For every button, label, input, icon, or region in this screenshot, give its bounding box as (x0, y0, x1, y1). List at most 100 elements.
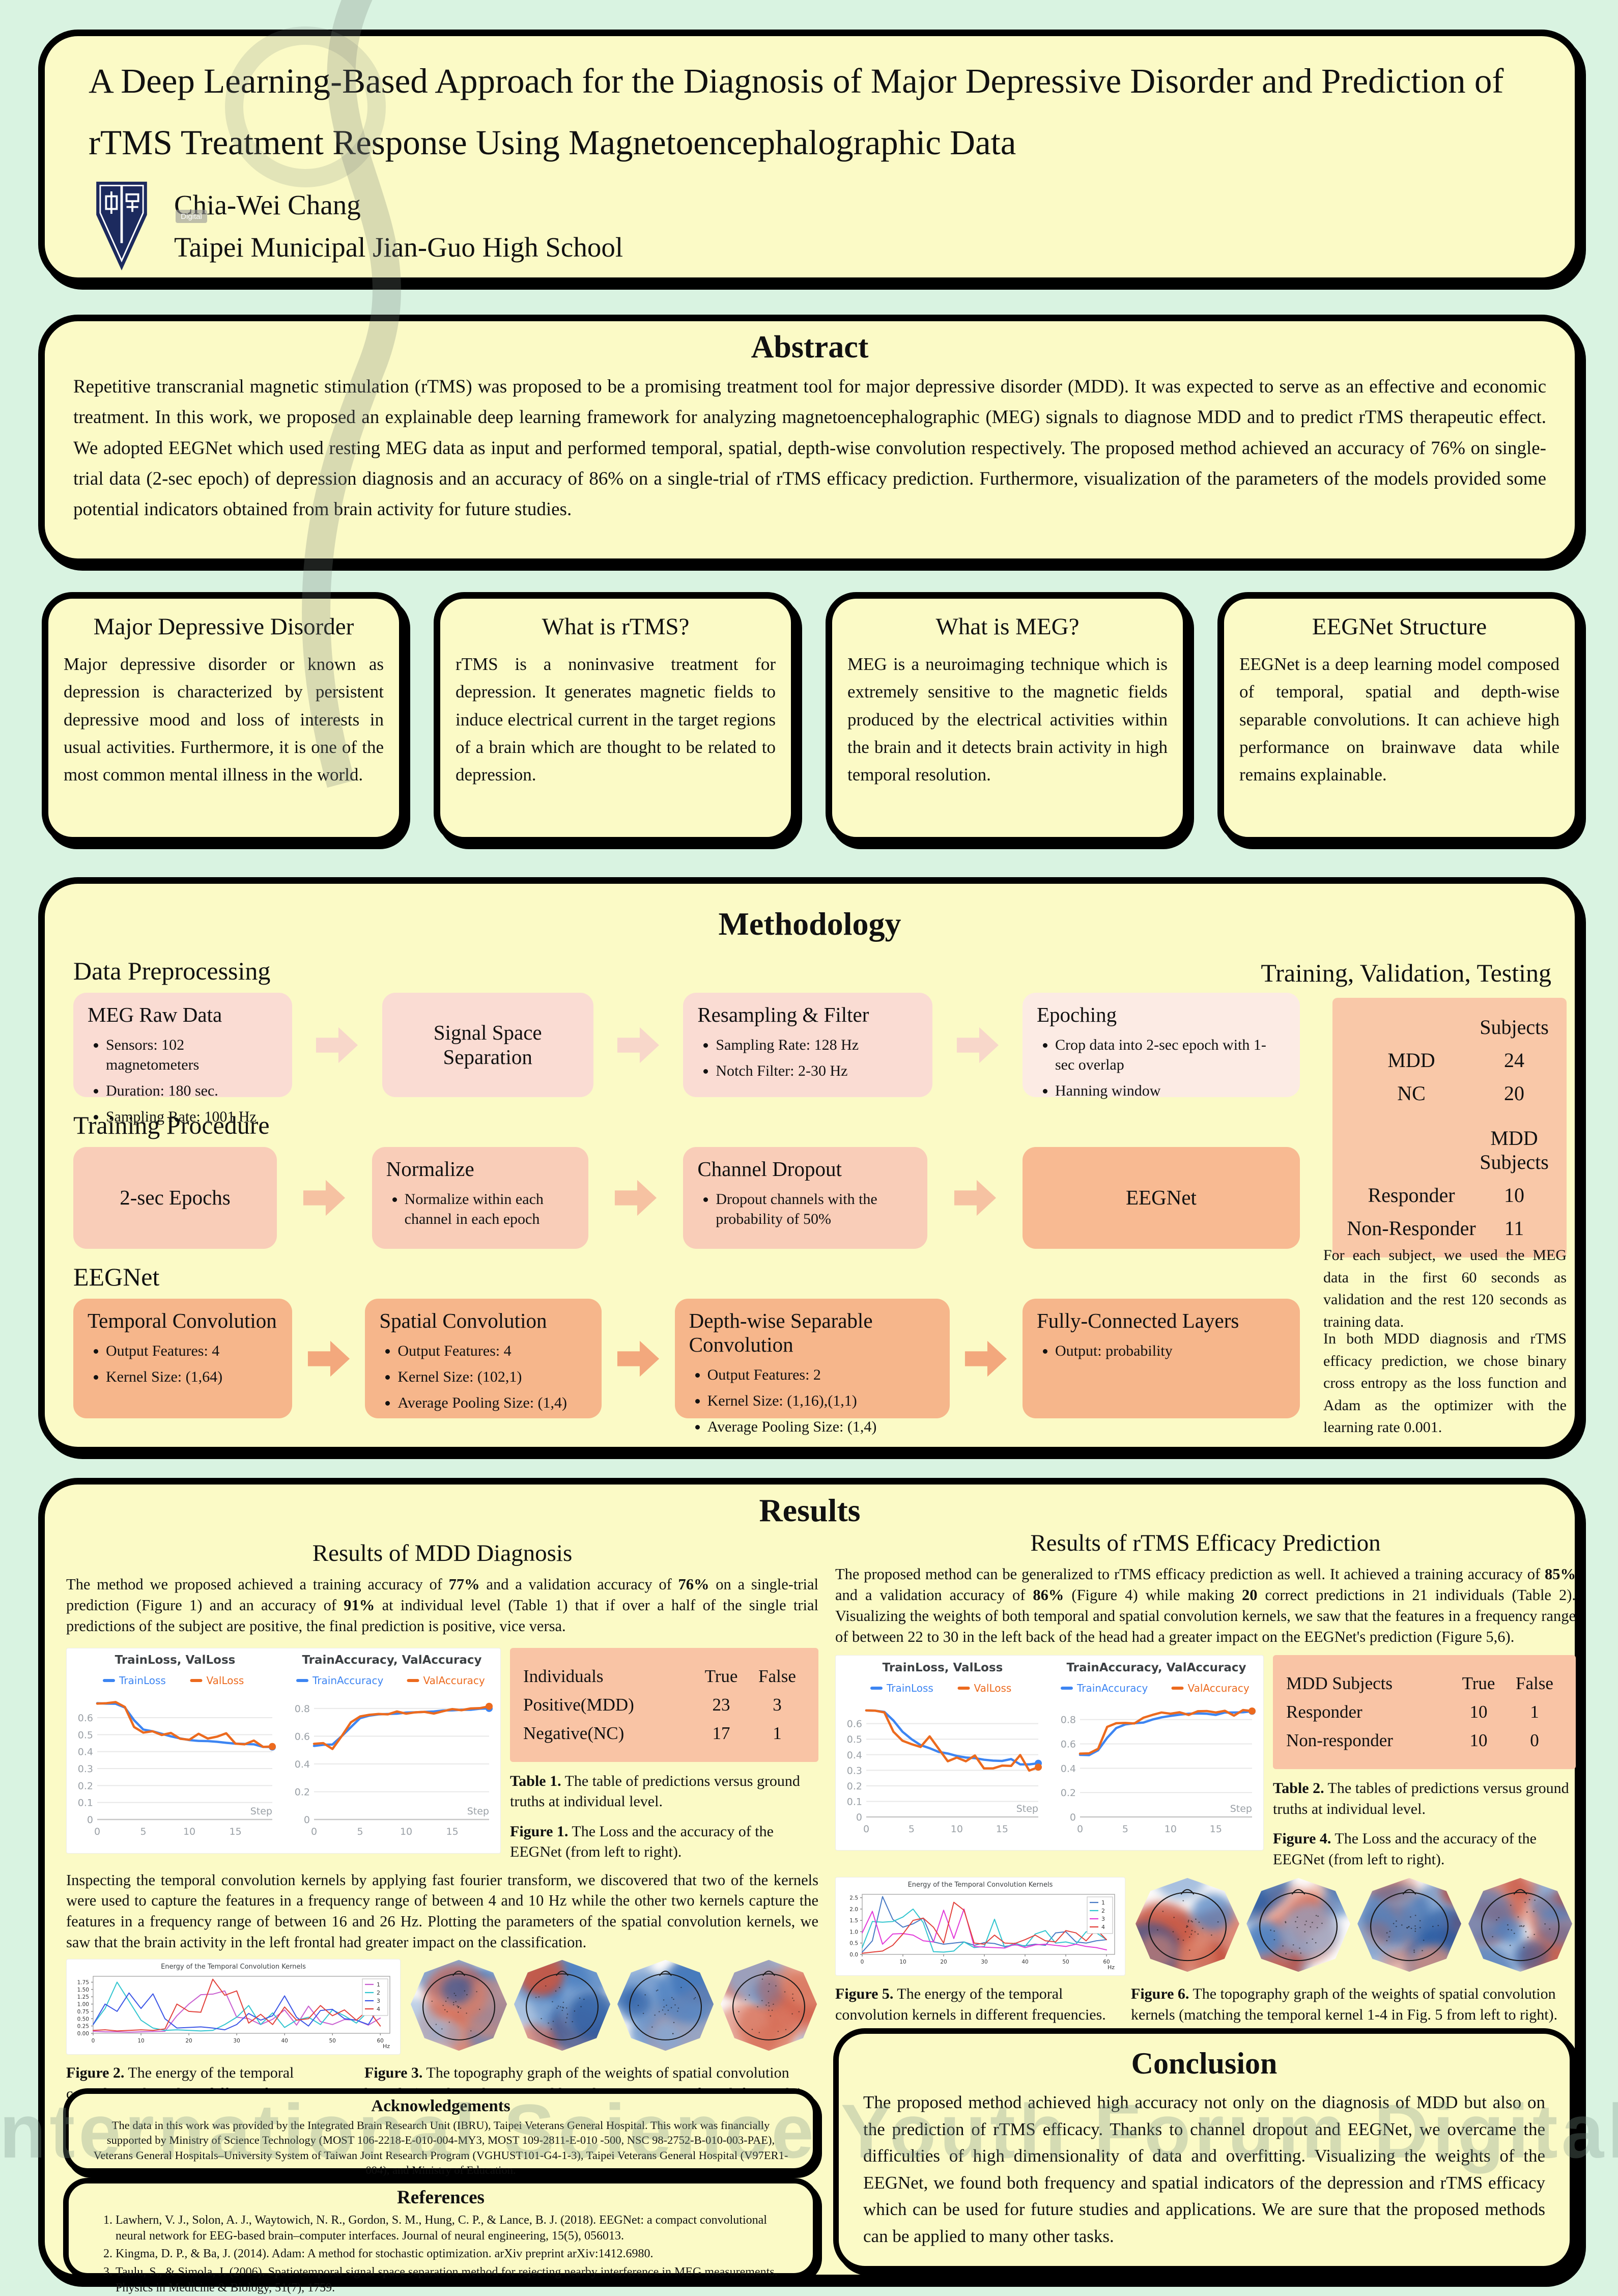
chart-trainaccuracy-valaccuracy: TrainAccuracy, ValAccuracy 0 0.2 0.4 0.6 0.8 0… (283, 1650, 500, 1851)
svg-text:0.6: 0.6 (847, 1719, 862, 1730)
table-row: Non-Responder 11 (1347, 1216, 1552, 1240)
cell: 23 (712, 1694, 730, 1715)
table-row: Non-responder 10 0 (1286, 1730, 1563, 1751)
bullet: Output Features: 2 (707, 1365, 935, 1385)
flow-arrow-icon (614, 1180, 657, 1216)
cell: True (1462, 1673, 1495, 1694)
info-box-body: MEG is a neuroimaging technique which is… (847, 654, 1168, 785)
svg-text:Hz: Hz (383, 2043, 390, 2050)
table-row: NC 20 (1347, 1081, 1552, 1105)
cell: 24 (1504, 1049, 1524, 1072)
flow-box-channel-dropout: Channel Dropout Dropout channels with th… (683, 1147, 928, 1249)
flow-box-title: Normalize (386, 1157, 474, 1181)
table1-column: Individuals True False Positive(MDD) 23 … (510, 1647, 818, 1863)
svg-text:2: 2 (1101, 1908, 1105, 1914)
cell: 10 (1469, 1702, 1488, 1722)
cell: Individuals (523, 1666, 604, 1686)
flow-box-title: Depth-wise Separable Convolution (689, 1309, 873, 1357)
svg-text:5: 5 (140, 1826, 146, 1837)
svg-text:0: 0 (1070, 1812, 1076, 1823)
conclusion-panel: Conclusion The proposed method achieved … (833, 2028, 1575, 2272)
svg-text:2: 2 (377, 1990, 380, 1996)
results-panel: Results Results of MDD Diagnosis The met… (38, 1478, 1581, 2294)
svg-text:10: 10 (183, 1826, 195, 1837)
bullet: Kernel Size: (1,16),(1,1) (707, 1391, 935, 1411)
svg-text:0: 0 (856, 1812, 862, 1823)
bullet: Output Features: 4 (106, 1341, 278, 1361)
cell: 10 (1504, 1184, 1524, 1207)
bullet: Normalize within each channel in each ep… (405, 1189, 574, 1229)
table-row: MDD 24 (1347, 1048, 1552, 1072)
info-box-rtms: What is rTMS? rTMS is a noninvasive trea… (434, 592, 798, 844)
cell: NC (1397, 1082, 1426, 1105)
topomap (1467, 1877, 1573, 1973)
flow-box-title: EEGNet (1126, 1186, 1197, 1210)
acknowledgements-panel: Acknowledgements The data in this work w… (63, 2088, 818, 2176)
svg-text:0: 0 (94, 1826, 100, 1837)
svg-text:0.75: 0.75 (77, 2008, 89, 2014)
svg-text:15: 15 (1210, 1824, 1222, 1835)
flow-arrow-icon (954, 1180, 996, 1216)
info-box-meg: What is MEG? MEG is a neuroimaging techn… (826, 592, 1189, 844)
cell: Responder (1286, 1702, 1362, 1722)
cell: 0 (1530, 1730, 1539, 1751)
caption-figure-1: Figure 1. The Loss and the accuracy of t… (510, 1823, 774, 1861)
svg-text:ValLoss: ValLoss (207, 1674, 244, 1687)
references-heading: References (397, 2187, 485, 2208)
flow-arrow-icon (617, 1027, 660, 1063)
svg-text:0.1: 0.1 (847, 1796, 862, 1807)
svg-text:0.4: 0.4 (78, 1747, 93, 1758)
info-box-title: EEGNet Structure (1312, 613, 1487, 640)
svg-text:60: 60 (377, 2038, 384, 2044)
svg-text:0: 0 (1077, 1824, 1083, 1835)
flow-box-fully-connected-layers: Fully-Connected Layers Output: probabili… (1022, 1299, 1300, 1418)
flow-arrow-icon (316, 1027, 358, 1063)
flow-box-epoching: Epoching Crop data into 2-sec epoch with… (1022, 993, 1300, 1099)
abstract-heading: Abstract (751, 330, 869, 365)
training-flow: 2-sec Epochs Normalize Normalize within … (73, 1147, 1300, 1249)
cell: 1 (773, 1723, 782, 1743)
flow-box-title: 2-sec Epochs (120, 1186, 231, 1210)
subjects-table: Subjects MDD 24 NC 20 (1332, 998, 1567, 1123)
topomap (1245, 1877, 1351, 1973)
svg-text:10: 10 (1165, 1824, 1177, 1835)
svg-text:ValLoss: ValLoss (974, 1682, 1012, 1694)
table-row: Positive(MDD) 23 3 (523, 1695, 805, 1715)
rtms-results-subheading: Results of rTMS Efficacy Prediction (1030, 1530, 1381, 1556)
cell: MDD Subjects (1286, 1673, 1393, 1694)
svg-text:TrainLoss: TrainLoss (119, 1674, 166, 1687)
svg-text:1.75: 1.75 (77, 1979, 89, 1985)
svg-text:5: 5 (909, 1824, 915, 1835)
rtms-paragraph: The proposed method can be generalized t… (835, 1565, 1576, 1645)
figure1-chart-panel: TrainLoss, ValLoss 0 0.1 0.2 0.3 0.4 0.5 0.6 0 5 1… (66, 1647, 501, 1854)
acknowledgements-heading: Acknowledgements (371, 2097, 510, 2115)
svg-text:0.4: 0.4 (295, 1759, 310, 1770)
cell: 20 (1504, 1082, 1524, 1105)
table-header: Subjects (1480, 1016, 1549, 1039)
svg-text:60: 60 (1103, 1959, 1110, 1965)
svg-text:0.25: 0.25 (77, 2023, 89, 2029)
table-row: Negative(NC) 17 1 (523, 1723, 805, 1744)
svg-text:0.2: 0.2 (295, 1787, 310, 1798)
flow-box-2sec-epochs: 2-sec Epochs (73, 1147, 277, 1249)
bullet: Hanning window (1055, 1081, 1286, 1101)
svg-text:0.2: 0.2 (847, 1781, 862, 1792)
svg-text:TrainLoss, ValLoss: TrainLoss, ValLoss (883, 1661, 1003, 1674)
author-affiliation: Taipei Municipal Jian-Guo High School (174, 231, 623, 263)
svg-text:0.8: 0.8 (295, 1703, 310, 1715)
figure2-chart-panel: Energy of the Temporal Convolution Kerne… (66, 1959, 401, 2055)
svg-text:0.5: 0.5 (849, 1941, 858, 1947)
flow-box-title: Epoching (1036, 1003, 1117, 1026)
cell: False (1516, 1673, 1553, 1694)
table-1: Individuals True False Positive(MDD) 23 … (510, 1647, 818, 1762)
table-2: MDD Subjects True False Responder 10 1 N… (1273, 1655, 1576, 1770)
svg-text:0.5: 0.5 (78, 1729, 93, 1741)
flow-box-title: MEG Raw Data (88, 1003, 222, 1026)
table-header: MDD Subjects (1480, 1127, 1549, 1173)
bullet: Notch Filter: 2-30 Hz (716, 1061, 918, 1081)
label-data-preprocessing: Data Preprocessing (73, 957, 271, 985)
svg-text:0.4: 0.4 (1061, 1763, 1076, 1774)
author-row: Chia-Wei Chang Taipei Municipal Jian-Guo… (92, 180, 1531, 272)
svg-text:0: 0 (92, 2038, 95, 2044)
svg-text:0: 0 (861, 1959, 864, 1965)
